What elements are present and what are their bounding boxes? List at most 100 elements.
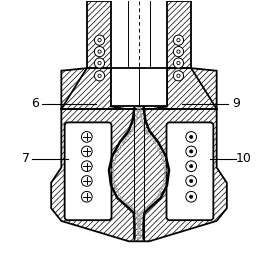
Polygon shape [51, 109, 227, 241]
Circle shape [155, 145, 158, 147]
Circle shape [186, 161, 197, 172]
Circle shape [135, 119, 138, 121]
Circle shape [113, 183, 116, 186]
Text: 6: 6 [31, 97, 39, 110]
Circle shape [98, 50, 101, 53]
Circle shape [158, 193, 160, 196]
Circle shape [98, 74, 101, 77]
Circle shape [112, 176, 115, 179]
Circle shape [135, 211, 137, 213]
Circle shape [147, 132, 149, 135]
Circle shape [140, 119, 143, 121]
Circle shape [145, 130, 147, 132]
Circle shape [127, 135, 129, 137]
Circle shape [186, 176, 197, 186]
Circle shape [81, 191, 92, 202]
Circle shape [142, 122, 144, 124]
Circle shape [186, 191, 197, 202]
Circle shape [95, 35, 105, 45]
Circle shape [173, 71, 183, 81]
Circle shape [140, 113, 142, 115]
Circle shape [139, 220, 142, 223]
Circle shape [136, 212, 139, 215]
Circle shape [137, 230, 139, 233]
Circle shape [137, 227, 139, 230]
Circle shape [81, 132, 92, 142]
Circle shape [134, 122, 136, 124]
Circle shape [125, 202, 128, 204]
Circle shape [137, 224, 139, 227]
Circle shape [139, 224, 141, 227]
Circle shape [81, 146, 92, 157]
Polygon shape [87, 1, 111, 68]
Circle shape [120, 197, 123, 200]
Circle shape [139, 234, 141, 236]
Circle shape [163, 180, 165, 182]
Circle shape [140, 212, 142, 214]
Circle shape [148, 204, 150, 207]
Circle shape [139, 230, 141, 233]
Circle shape [177, 50, 180, 53]
Circle shape [112, 165, 115, 167]
Circle shape [150, 202, 153, 204]
Circle shape [136, 110, 139, 112]
Circle shape [162, 158, 164, 161]
Circle shape [134, 209, 136, 212]
Circle shape [173, 35, 183, 45]
Circle shape [190, 135, 193, 138]
Circle shape [137, 234, 139, 236]
Circle shape [136, 220, 139, 223]
Circle shape [143, 208, 145, 211]
Circle shape [143, 126, 146, 129]
Circle shape [156, 196, 159, 199]
FancyBboxPatch shape [65, 122, 111, 220]
Circle shape [132, 126, 135, 129]
Circle shape [125, 137, 127, 140]
Circle shape [114, 185, 116, 187]
FancyBboxPatch shape [167, 122, 213, 220]
Circle shape [139, 215, 142, 218]
Text: 9: 9 [232, 97, 240, 110]
Circle shape [139, 237, 141, 239]
Circle shape [129, 132, 131, 135]
Circle shape [131, 130, 133, 132]
Circle shape [115, 187, 118, 190]
Circle shape [153, 140, 155, 143]
Circle shape [123, 140, 125, 143]
Circle shape [139, 107, 142, 110]
Circle shape [164, 169, 167, 172]
Circle shape [141, 120, 143, 122]
Circle shape [135, 116, 138, 118]
Circle shape [81, 176, 92, 186]
Circle shape [155, 197, 158, 200]
Circle shape [164, 168, 167, 170]
Circle shape [136, 215, 139, 218]
Circle shape [163, 165, 166, 167]
Circle shape [186, 132, 197, 142]
Circle shape [118, 193, 120, 196]
Circle shape [190, 179, 193, 183]
Circle shape [162, 183, 165, 186]
Circle shape [119, 196, 122, 199]
Circle shape [136, 218, 139, 220]
Polygon shape [167, 1, 191, 68]
Circle shape [173, 58, 183, 68]
Circle shape [113, 180, 115, 182]
Circle shape [139, 110, 142, 112]
Circle shape [111, 168, 114, 170]
Circle shape [190, 195, 193, 198]
Circle shape [120, 145, 123, 147]
Circle shape [154, 141, 156, 144]
Circle shape [117, 151, 119, 153]
Circle shape [144, 207, 147, 210]
Circle shape [190, 150, 193, 153]
Circle shape [118, 148, 121, 150]
Circle shape [131, 207, 134, 210]
Circle shape [131, 206, 133, 209]
Bar [111, 68, 167, 106]
Circle shape [140, 116, 143, 118]
Circle shape [128, 204, 130, 207]
Circle shape [95, 47, 105, 57]
Circle shape [142, 209, 144, 212]
Circle shape [157, 148, 160, 150]
